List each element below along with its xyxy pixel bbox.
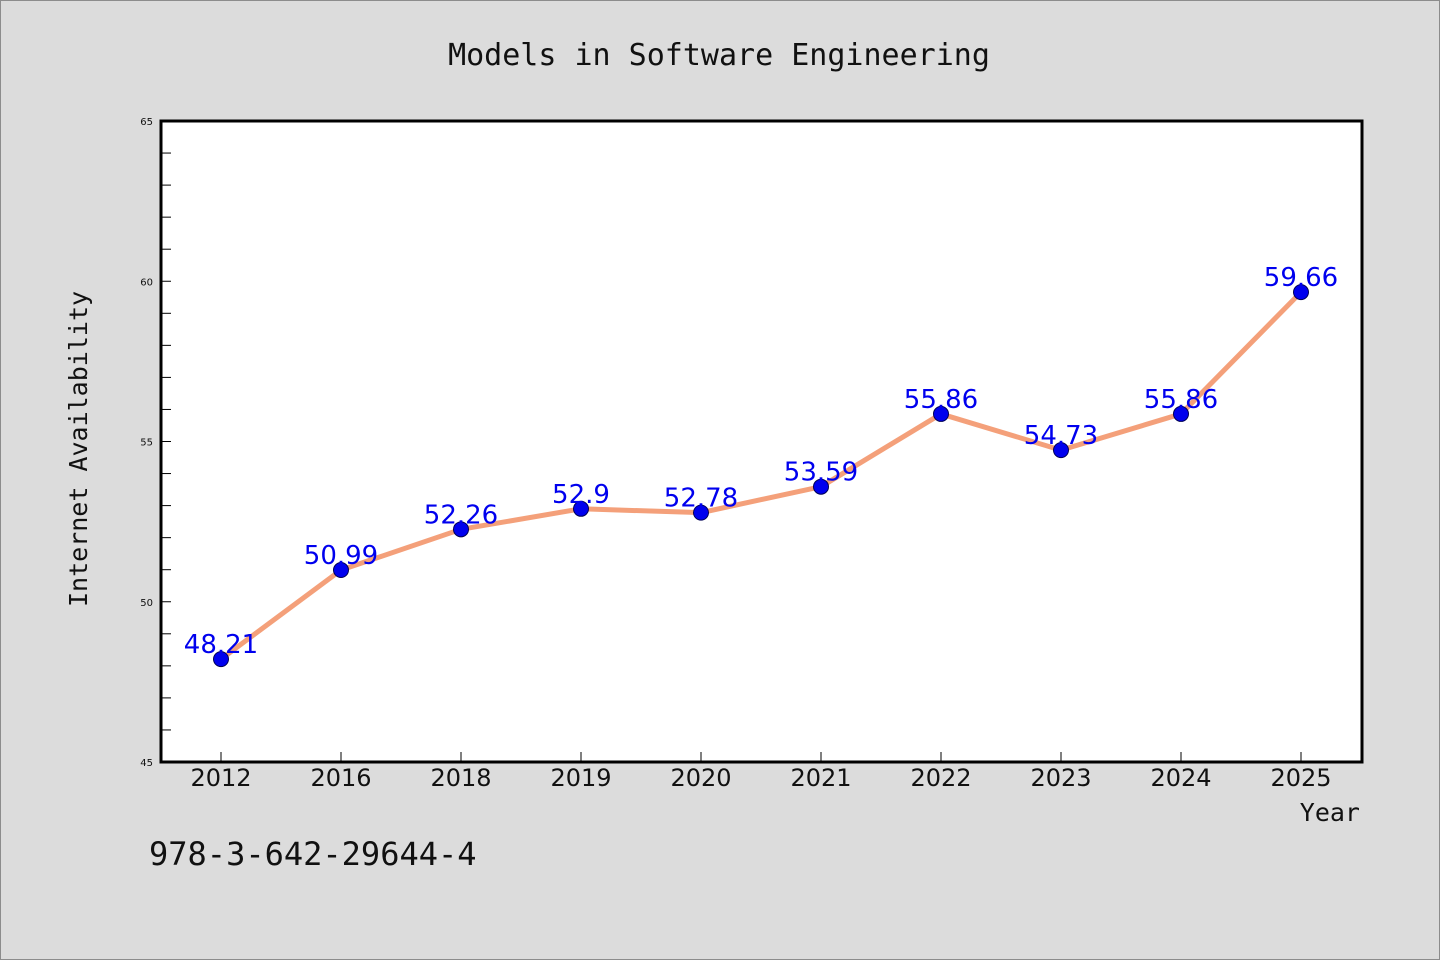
data-label: 52.78 <box>664 484 738 514</box>
data-label: 54.73 <box>1024 421 1098 451</box>
data-label: 55.86 <box>1144 385 1218 415</box>
data-point <box>1293 284 1309 301</box>
chart-title: Models in Software Engineering <box>448 38 990 73</box>
x-tick-label: 2019 <box>550 764 611 792</box>
x-axis-ticks: 2012 2016 2018 2019 2020 2021 2022 2023 2024 2025 <box>190 752 1332 792</box>
y-tick-label: 65 <box>140 117 153 128</box>
y-axis-label: Internet Availability <box>64 291 93 607</box>
x-tick-label: 2023 <box>1030 764 1091 792</box>
data-point <box>1173 405 1189 422</box>
y-tick-label: 55 <box>140 438 153 449</box>
x-tick-label: 2020 <box>670 764 731 792</box>
x-tick-label: 2018 <box>430 764 491 792</box>
plot-frame <box>159 119 1364 764</box>
x-tick-label: 2024 <box>1150 764 1211 792</box>
x-tick-label: 2025 <box>1270 764 1331 792</box>
data-label: 52.9 <box>552 480 610 510</box>
isbn-footnote: 978-3-642-29644-4 <box>149 835 477 873</box>
x-tick-label: 2016 <box>310 764 371 792</box>
x-tick-label: 2021 <box>790 764 851 792</box>
data-point <box>213 651 229 668</box>
data-point <box>333 562 349 579</box>
data-point <box>453 521 469 538</box>
x-tick-label: 2022 <box>910 764 971 792</box>
x-tick-label: 2012 <box>190 764 251 792</box>
data-point <box>573 500 589 517</box>
data-point <box>693 504 709 521</box>
plot-area <box>161 121 1362 762</box>
data-label: 59.66 <box>1264 263 1338 293</box>
data-label: 50.99 <box>304 541 378 571</box>
data-label: 55.86 <box>904 385 978 415</box>
data-label: 52.26 <box>424 500 498 530</box>
data-label: 53.59 <box>784 458 858 488</box>
data-point <box>813 478 829 495</box>
x-axis-label: Year <box>1300 798 1360 827</box>
data-points <box>213 284 1309 668</box>
data-point <box>1053 442 1069 459</box>
y-tick-label: 50 <box>140 598 153 609</box>
data-labels: 48.21 50.99 52.26 52.9 52.78 53.59 55.86 54.73 5… <box>184 263 1338 660</box>
y-axis-ticks: 45 50 55 60 65 <box>140 117 171 769</box>
data-label: 48.21 <box>184 630 258 660</box>
series-line <box>218 289 1304 662</box>
data-point <box>933 405 949 422</box>
y-tick-label: 45 <box>140 758 153 769</box>
y-tick-label: 60 <box>140 277 153 288</box>
